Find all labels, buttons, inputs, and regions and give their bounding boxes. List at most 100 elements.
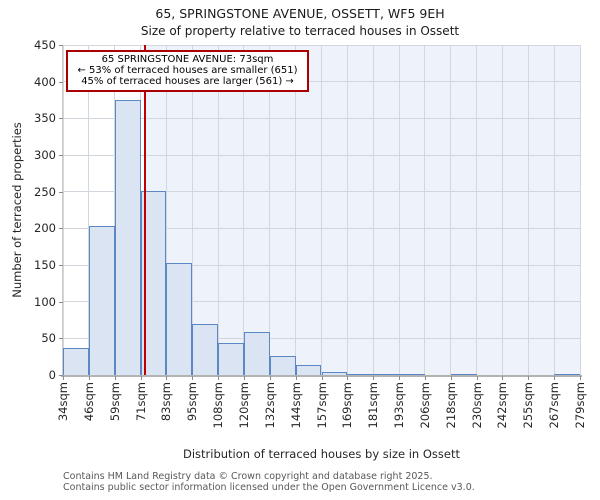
y-tick-label: 400 xyxy=(34,74,56,89)
x-tick-label: 46sqm xyxy=(81,382,96,422)
property-size-marker-line xyxy=(143,45,146,375)
x-tick-label: 95sqm xyxy=(185,382,200,422)
v-gridline xyxy=(191,45,193,375)
histogram-bar xyxy=(295,364,322,375)
footer-attribution-2: Contains public sector information licen… xyxy=(63,482,475,493)
footer-attribution-1: Contains HM Land Registry data © Crown c… xyxy=(63,471,433,482)
shaded-region-larger xyxy=(144,45,580,375)
x-tick-label: 255sqm xyxy=(521,382,536,429)
y-tick-label: 350 xyxy=(34,111,56,126)
v-gridline xyxy=(88,45,90,375)
x-tick-mark xyxy=(450,376,452,380)
plot-area xyxy=(62,44,581,376)
v-gridline xyxy=(424,45,426,375)
x-tick-mark xyxy=(580,376,581,380)
x-tick-label: 218sqm xyxy=(443,382,458,429)
y-tick-mark xyxy=(59,338,63,340)
v-gridline xyxy=(346,45,348,375)
histogram-bar xyxy=(88,226,115,375)
y-tick-mark xyxy=(59,375,63,376)
x-tick-mark xyxy=(476,376,478,380)
chart-subtitle: Size of property relative to terraced ho… xyxy=(140,24,460,38)
v-gridline xyxy=(501,45,503,375)
x-tick-label: 34sqm xyxy=(56,382,70,422)
x-tick-mark xyxy=(114,376,116,380)
x-tick-label: 120sqm xyxy=(236,382,251,429)
x-tick-mark xyxy=(347,376,349,380)
y-tick-label: 450 xyxy=(34,38,56,52)
x-tick-mark xyxy=(373,376,375,380)
x-tick-label: 169sqm xyxy=(340,382,355,429)
histogram-bar xyxy=(450,373,477,375)
annotation-box: 65 SPRINGSTONE AVENUE: 73sqm ← 53% of te… xyxy=(66,50,309,92)
x-tick-label: 181sqm xyxy=(366,382,381,429)
annotation-line-2: ← 53% of terraced houses are smaller (65… xyxy=(77,65,298,76)
x-tick-label: 193sqm xyxy=(392,382,407,429)
x-tick-mark xyxy=(321,376,323,380)
y-tick-mark xyxy=(59,228,63,230)
x-tick-label: 230sqm xyxy=(469,382,484,429)
v-gridline xyxy=(295,45,297,375)
v-gridline xyxy=(165,45,167,375)
y-tick-label: 50 xyxy=(41,331,56,346)
x-tick-mark xyxy=(243,376,245,380)
histogram-bar xyxy=(192,324,219,375)
y-tick-mark xyxy=(59,155,63,156)
x-tick-label: 157sqm xyxy=(314,382,329,429)
annotation-line-1: 65 SPRINGSTONE AVENUE: 73sqm xyxy=(101,54,274,65)
y-tick-label: 250 xyxy=(34,184,56,199)
x-tick-mark xyxy=(166,376,168,380)
x-tick-mark xyxy=(502,376,504,380)
histogram-bar xyxy=(114,100,141,375)
histogram-bar xyxy=(269,355,296,375)
v-gridline xyxy=(217,45,219,375)
histogram-bar xyxy=(373,373,400,375)
y-tick-mark xyxy=(59,265,63,266)
v-gridline xyxy=(450,45,452,375)
histogram-bar xyxy=(347,373,374,375)
x-tick-mark xyxy=(192,376,194,380)
v-gridline xyxy=(372,45,374,375)
x-tick-mark xyxy=(554,376,556,380)
y-tick-mark xyxy=(59,191,63,193)
histogram-bar xyxy=(243,332,270,375)
histogram-bar xyxy=(218,342,244,375)
x-tick-label: 108sqm xyxy=(211,382,226,429)
histogram-bar xyxy=(321,372,348,375)
y-tick-mark xyxy=(59,45,63,46)
x-tick-mark xyxy=(88,376,90,380)
x-tick-label: 206sqm xyxy=(417,382,432,429)
x-tick-label: 242sqm xyxy=(495,382,510,429)
chart-title: 65, SPRINGSTONE AVENUE, OSSETT, WF5 9EH xyxy=(155,6,445,21)
x-tick-mark xyxy=(218,376,220,380)
x-tick-label: 267sqm xyxy=(547,382,562,429)
x-tick-label: 83sqm xyxy=(159,382,174,422)
histogram-bar xyxy=(554,373,580,375)
v-gridline xyxy=(579,45,581,375)
y-tick-mark xyxy=(59,81,63,83)
x-tick-label: 71sqm xyxy=(133,382,148,422)
v-gridline xyxy=(269,45,271,375)
x-tick-mark xyxy=(424,376,426,380)
histogram-bar xyxy=(166,262,193,375)
x-tick-label: 59sqm xyxy=(107,382,122,422)
v-gridline xyxy=(476,45,478,375)
y-tick-label: 0 xyxy=(48,368,56,382)
y-tick-label: 150 xyxy=(34,258,56,272)
x-tick-label: 279sqm xyxy=(573,382,587,429)
x-tick-mark xyxy=(269,376,271,380)
y-tick-label: 200 xyxy=(34,221,56,236)
v-gridline xyxy=(62,45,64,375)
x-tick-mark xyxy=(140,376,142,380)
v-gridline xyxy=(243,45,245,375)
v-gridline xyxy=(553,45,555,375)
x-tick-label: 132sqm xyxy=(262,382,277,429)
x-tick-mark xyxy=(528,376,530,380)
y-tick-label: 100 xyxy=(34,294,56,309)
x-axis-line xyxy=(61,374,582,377)
v-gridline xyxy=(527,45,529,375)
x-tick-mark xyxy=(63,376,64,380)
annotation-line-3: 45% of terraced houses are larger (561) … xyxy=(81,76,294,87)
y-tick-label: 300 xyxy=(34,148,56,162)
